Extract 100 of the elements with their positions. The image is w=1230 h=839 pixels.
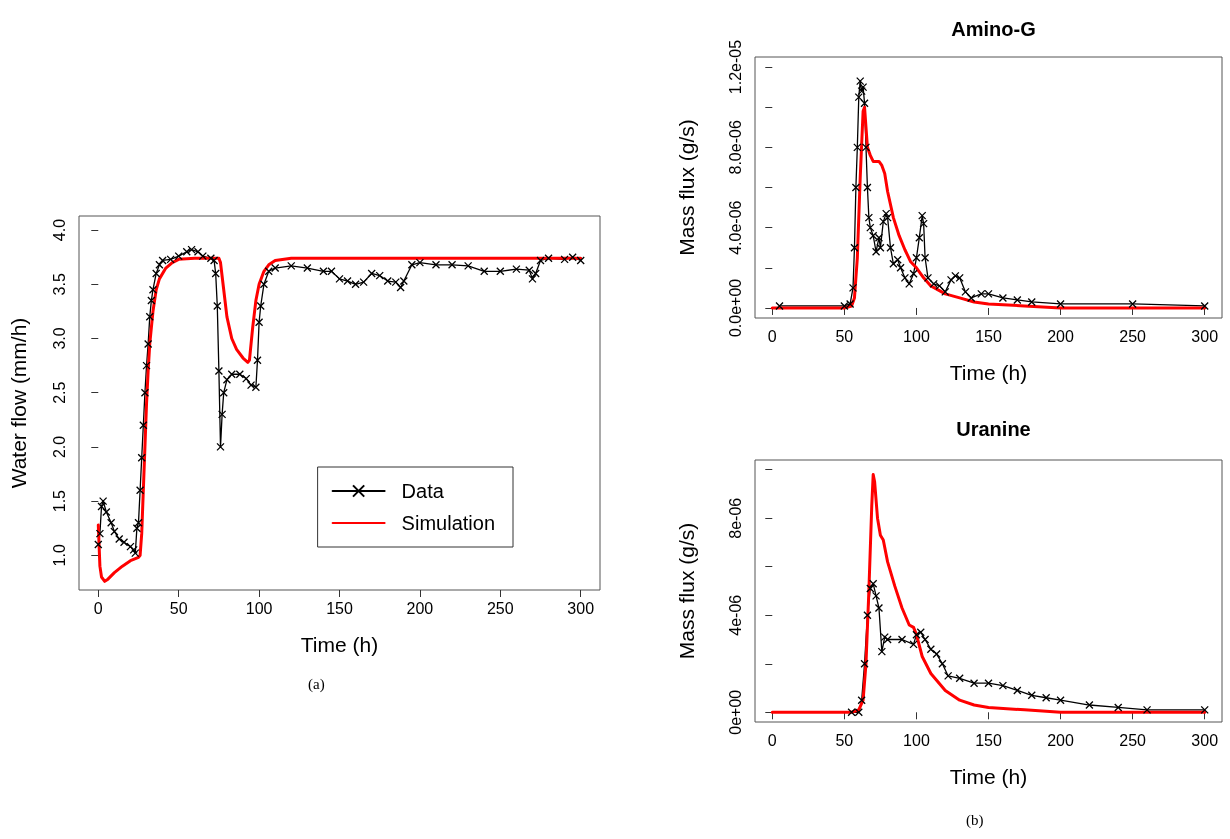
point [1142, 705, 1152, 715]
y-tick-label: 0.0e+00 [726, 278, 744, 338]
point [860, 659, 869, 668]
x-tick-label: 0 [767, 731, 777, 749]
point [1200, 301, 1209, 311]
point [929, 279, 938, 289]
point [946, 275, 956, 284]
text: (b) [966, 811, 984, 829]
point [1056, 696, 1065, 705]
x-tick-label: 50 [835, 327, 854, 345]
point [883, 213, 892, 222]
point [860, 99, 869, 108]
point [871, 247, 881, 256]
point [1042, 693, 1051, 702]
y-tick-label: 2.0 [50, 435, 68, 459]
legend-label: Data [401, 480, 445, 502]
point [866, 584, 875, 593]
point [869, 579, 878, 588]
point [863, 611, 872, 620]
chart-title: Amino-G [951, 18, 1036, 40]
x-tick-label: 50 [169, 599, 188, 617]
x-tick-label: 150 [975, 731, 1002, 749]
point [1013, 295, 1022, 305]
point [883, 635, 892, 644]
point [967, 293, 976, 303]
point [874, 233, 884, 242]
y-tick-label: 1.5 [50, 489, 68, 513]
point [850, 243, 859, 252]
point [775, 301, 784, 311]
point [1027, 691, 1036, 700]
point [880, 632, 889, 642]
point [1128, 299, 1137, 309]
y-tick-label: 3.5 [50, 273, 68, 296]
point [912, 630, 921, 639]
point [889, 259, 898, 268]
y-tick-label: 4e-06 [726, 594, 744, 636]
point [909, 269, 918, 278]
point [938, 659, 947, 668]
point [847, 708, 856, 717]
point [935, 281, 944, 291]
y-tick-label: 2.5 [50, 381, 68, 404]
y-tick-label: 3.0 [50, 327, 68, 350]
x-axis-title: Time (h) [949, 765, 1028, 788]
point [854, 708, 863, 717]
y-tick-label: 1.0 [50, 544, 68, 567]
point [1085, 700, 1094, 710]
point [900, 273, 910, 282]
point [941, 287, 950, 297]
x-tick-label: 200 [1047, 731, 1075, 749]
point [840, 301, 849, 311]
x-tick-label: 100 [245, 599, 273, 617]
point [951, 271, 960, 280]
y-tick-label: 4.0e-06 [726, 200, 744, 255]
x-tick-label: 100 [903, 731, 930, 749]
point [977, 289, 986, 299]
x-tick-label: 300 [567, 599, 595, 617]
point [874, 603, 884, 613]
x-tick-label: 50 [835, 731, 854, 749]
x-axis-title: Time (h) [300, 633, 379, 656]
x-tick-label: 0 [93, 599, 103, 617]
point [1200, 705, 1209, 715]
y-axis-title: Mass flux (g/s) [675, 119, 698, 256]
point [926, 645, 935, 654]
x-tick-label: 150 [975, 327, 1002, 345]
point [861, 143, 871, 152]
x-tick-label: 0 [767, 327, 777, 345]
x-tick-label: 200 [1047, 327, 1075, 345]
x-tick-label: 150 [326, 599, 353, 617]
point [955, 273, 964, 282]
line-series [770, 473, 1207, 714]
x-tick-label: 200 [406, 599, 434, 617]
point [923, 273, 933, 282]
point [943, 671, 953, 681]
point [961, 287, 970, 297]
point [876, 243, 885, 252]
y-tick-label: 0e+00 [726, 689, 744, 735]
point [897, 635, 907, 644]
point [909, 640, 918, 649]
point [932, 649, 941, 659]
point [998, 293, 1008, 303]
point [851, 183, 861, 192]
point [984, 289, 993, 299]
x-tick-label: 250 [1119, 327, 1147, 345]
point [1013, 686, 1022, 695]
point [853, 143, 862, 152]
text: (a) [308, 675, 325, 693]
legend-label: Simulation [401, 512, 496, 534]
y-axis-title: Mass flux (g/s) [675, 522, 698, 660]
point [848, 283, 858, 293]
x-axis-title: Time (h) [949, 361, 1028, 384]
y-tick-label: 1.2e-05 [726, 39, 744, 95]
x-tick-label: 300 [1191, 731, 1219, 749]
y-axis-title: Water flow (mm/h) [7, 317, 30, 489]
x-tick-label: 100 [903, 327, 930, 345]
x-tick-label: 300 [1191, 327, 1219, 345]
point [984, 679, 993, 688]
point [905, 279, 914, 289]
point [955, 674, 964, 683]
point [1027, 297, 1036, 307]
point [886, 243, 895, 252]
